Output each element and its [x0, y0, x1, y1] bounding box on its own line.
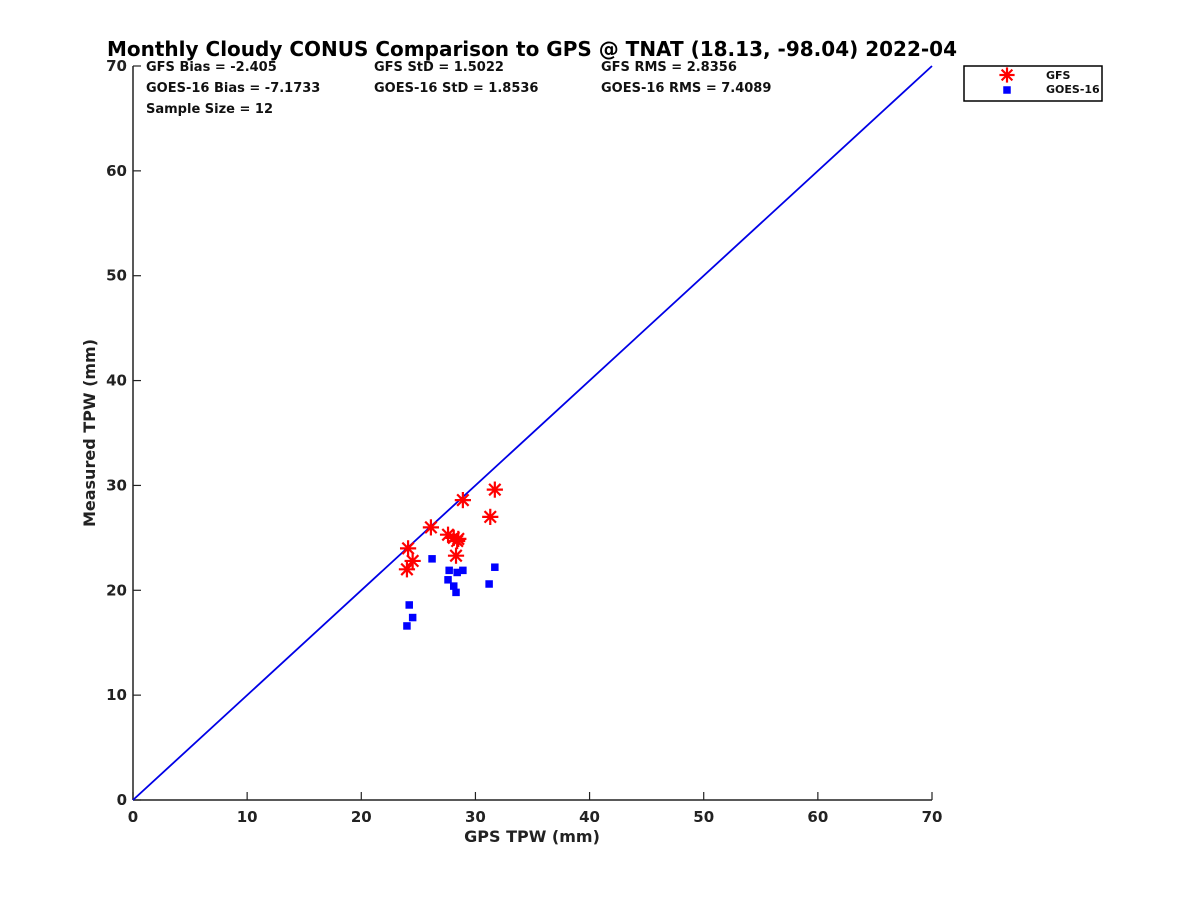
goes16-point [491, 563, 499, 571]
legend-gfs-label: GFS [1046, 69, 1071, 82]
y-tick-label: 30 [106, 476, 127, 494]
x-tick-label: 60 [807, 808, 828, 826]
gfs-point [447, 547, 465, 564]
stat-sample-size: Sample Size = 12 [146, 102, 273, 117]
stat-goes-std: GOES-16 StD = 1.8536 [374, 81, 538, 96]
x-tick-label: 30 [465, 808, 486, 826]
legend: GFS GOES-16 [963, 65, 1103, 102]
legend-gfs-marker [999, 67, 1015, 83]
stat-gfs-rms: GFS RMS = 2.8356 [601, 60, 737, 75]
gfs-point [399, 540, 417, 557]
goes16-point [405, 601, 413, 609]
goes16-point [408, 613, 417, 622]
goes16-point [452, 588, 460, 597]
goes16-point [445, 566, 453, 575]
y-tick-label: 10 [106, 686, 127, 704]
x-axis-label: GPS TPW (mm) [464, 827, 600, 846]
legend-goes-marker [1003, 86, 1011, 94]
stat-goes-bias: GOES-16 Bias = -7.1733 [146, 81, 320, 96]
goes16-point [428, 555, 436, 563]
gfs-point [404, 552, 421, 570]
stats-block: GFS Bias = -2.405 GFS StD = 1.5022 GFS R… [146, 60, 771, 117]
x-tick-label: 20 [351, 808, 372, 826]
x-tick-label: 50 [693, 808, 714, 826]
gfs-point [482, 508, 499, 525]
x-tick-label: 10 [237, 808, 258, 826]
gfs-point [422, 519, 440, 536]
legend-goes-label: GOES-16 [1046, 83, 1100, 96]
stat-gfs-std: GFS StD = 1.5022 [374, 60, 504, 75]
reference-line [132, 65, 933, 801]
y-tick-label: 40 [106, 372, 127, 390]
goes16-point [459, 566, 467, 575]
stat-goes-rms: GOES-16 RMS = 7.4089 [601, 81, 771, 96]
gfs-point [454, 492, 471, 509]
goes16-point [485, 580, 493, 588]
chart-title: Monthly Cloudy CONUS Comparison to GPS @… [107, 37, 957, 61]
y-tick-label: 60 [106, 162, 127, 180]
y-tick-label: 50 [106, 267, 127, 285]
goes16-point [403, 622, 411, 630]
x-tick-label: 40 [579, 808, 600, 826]
stat-gfs-bias: GFS Bias = -2.405 [146, 60, 277, 75]
plot-area: 0 10 20 30 40 50 60 70 0 10 20 30 40 50 60 70 [106, 57, 942, 826]
goes16-point [453, 568, 461, 577]
goes16-legend-square [1003, 86, 1011, 94]
x-tick-label: 0 [128, 808, 138, 826]
y-tick-label: 0 [117, 791, 127, 809]
gfs-point [486, 481, 503, 498]
gfs-legend-asterisk [999, 67, 1015, 83]
y-tick-label: 70 [106, 57, 127, 75]
y-axis-label: Measured TPW (mm) [80, 339, 99, 527]
goes16-point [449, 582, 458, 590]
gfs-point [450, 530, 467, 548]
goes16-point [444, 576, 452, 584]
y-tick-label: 20 [106, 581, 127, 599]
gfs-point [398, 561, 416, 578]
legend-box [963, 65, 1103, 102]
x-tick-label: 70 [922, 808, 943, 826]
